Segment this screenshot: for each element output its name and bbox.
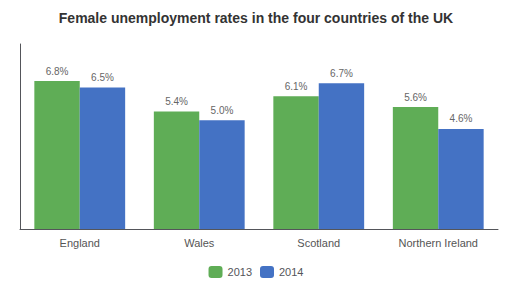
svg-text:6.8%: 6.8%: [46, 66, 69, 77]
svg-text:6.1%: 6.1%: [285, 81, 308, 92]
svg-text:4.6%: 4.6%: [450, 113, 473, 124]
svg-text:2013: 2013: [228, 266, 252, 278]
svg-text:5.4%: 5.4%: [165, 96, 188, 107]
svg-text:Northern Ireland: Northern Ireland: [399, 237, 479, 249]
svg-text:Wales: Wales: [184, 237, 215, 249]
svg-text:2014: 2014: [279, 266, 303, 278]
svg-text:Scotland: Scotland: [297, 237, 340, 249]
svg-text:6.5%: 6.5%: [91, 72, 114, 83]
svg-text:England: England: [60, 237, 100, 249]
svg-text:5.0%: 5.0%: [211, 105, 234, 116]
svg-text:5.6%: 5.6%: [404, 92, 427, 103]
svg-text:6.7%: 6.7%: [330, 68, 353, 79]
svg-text:Female unemployment rates in t: Female unemployment rates in the four co…: [59, 10, 453, 26]
